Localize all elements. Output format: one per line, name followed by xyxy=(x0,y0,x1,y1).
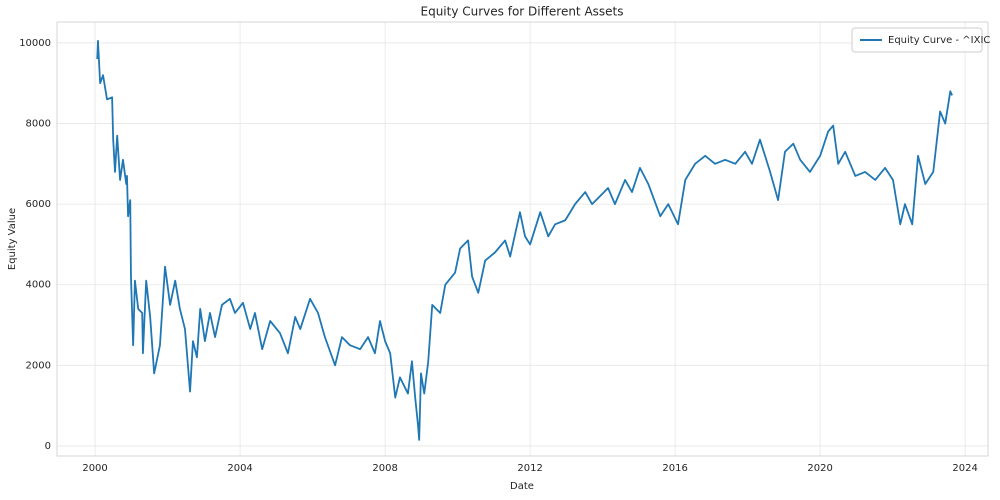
y-tick-label: 4000 xyxy=(26,280,51,291)
legend-label: Equity Curve - ^IXIC xyxy=(888,35,990,46)
y-tick-label: 10000 xyxy=(19,38,51,49)
y-tick-label: 0 xyxy=(45,441,51,452)
x-tick-label: 2016 xyxy=(662,463,687,474)
x-tick-label: 2008 xyxy=(372,463,397,474)
y-tick-label: 8000 xyxy=(26,119,51,130)
x-axis-label: Date xyxy=(510,481,534,492)
x-tick-label: 2000 xyxy=(82,463,107,474)
x-tick-label: 2004 xyxy=(227,463,252,474)
plot-frame xyxy=(56,21,989,457)
x-tick-label: 2012 xyxy=(517,463,542,474)
x-tick-label: 2024 xyxy=(952,463,977,474)
y-tick-label: 2000 xyxy=(26,360,51,371)
legend-box xyxy=(851,27,983,53)
y-axis-label: Equity Value xyxy=(7,208,18,270)
line xyxy=(96,40,953,441)
y-tick-label: 6000 xyxy=(26,199,51,210)
x-tick-label: 2020 xyxy=(807,463,832,474)
chart-title: Equity Curves for Different Assets xyxy=(421,5,624,19)
